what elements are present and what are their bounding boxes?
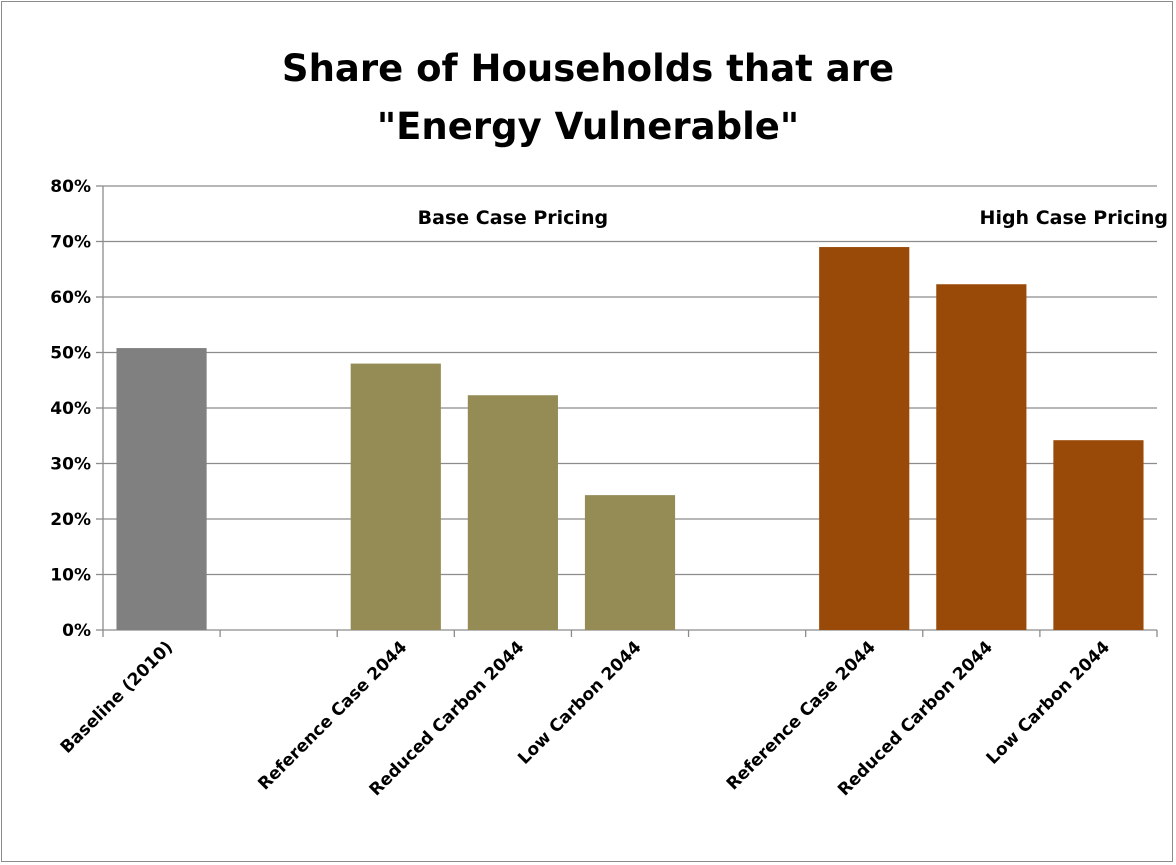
bar	[584, 495, 676, 630]
pricing-annotation: Base Case Pricing	[418, 207, 608, 229]
y-tick-label: 10%	[50, 566, 91, 586]
x-category-label: Baseline (2010)	[57, 637, 177, 757]
x-category-label: Low Carbon 2044	[514, 637, 645, 768]
y-tick-label: 30%	[50, 455, 91, 475]
pricing-annotation: High Case Pricing	[980, 207, 1168, 229]
y-tick-label: 20%	[50, 510, 91, 530]
y-tick-label: 80%	[50, 177, 91, 197]
chart-title-line-1: Share of Households that are	[281, 47, 895, 90]
bar	[116, 348, 207, 630]
bar	[936, 284, 1027, 630]
bar	[819, 247, 910, 631]
bar	[350, 363, 441, 630]
y-tick-label: 70%	[50, 233, 91, 253]
chart-title-line-2: "Energy Vulnerable"	[376, 105, 800, 148]
y-tick-label: 0%	[62, 621, 91, 641]
x-category-label: Low Carbon 2044	[983, 637, 1114, 768]
y-tick-label: 50%	[50, 344, 91, 364]
bar	[467, 395, 558, 630]
y-tick-label: 60%	[50, 288, 91, 308]
y-tick-label: 40%	[50, 399, 91, 419]
bar	[1053, 440, 1144, 630]
